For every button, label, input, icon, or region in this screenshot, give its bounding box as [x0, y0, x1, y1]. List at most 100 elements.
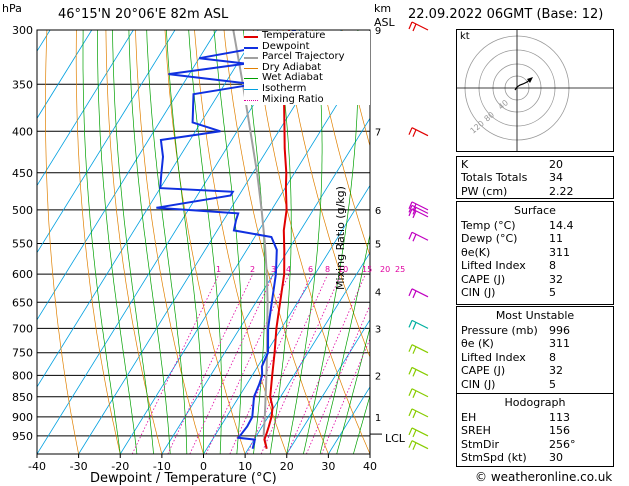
x-tick-label: 10 — [238, 460, 252, 473]
row-value: 8 — [549, 259, 556, 273]
km-tick-label: 2 — [375, 371, 381, 382]
mixing-ratio-label: 1 — [216, 265, 222, 274]
mixing-ratio-label: 4 — [286, 265, 292, 274]
km-tick-label: 4 — [375, 287, 381, 298]
table-row: StmDir 256° — [461, 438, 609, 451]
wind-barb — [411, 440, 429, 450]
wet-adiabat-line — [352, 394, 370, 454]
wind-barb-flag — [408, 201, 413, 210]
wind-barb-flag — [412, 410, 417, 419]
table-row: Dewp (°C) 11 — [461, 232, 609, 245]
legend-item: Dry Adiabat — [244, 62, 370, 74]
table-row: Temp (°C) 14.4 — [461, 219, 609, 232]
dry-adiabat-line — [105, 30, 163, 454]
mixing-ratio-label: 2 — [250, 265, 256, 274]
legend-item: Parcel Trajectory — [244, 52, 370, 63]
row-value: 311 — [549, 245, 570, 259]
wind-barb-flag — [412, 322, 417, 330]
wind-barb-flag — [408, 232, 413, 240]
legend-swatch — [244, 36, 258, 38]
hodograph-ring-label: 40 — [497, 98, 511, 111]
row-value: 8 — [549, 350, 556, 364]
x-tick-label: -40 — [28, 460, 46, 473]
wind-barb-flag — [408, 388, 413, 397]
row-label: CAPE (J) — [461, 272, 506, 286]
km-tick-label: 1 — [375, 413, 381, 424]
pressure-tick-label: 900 — [12, 411, 33, 424]
wind-barb-flag — [412, 290, 417, 299]
wind-barb — [411, 204, 429, 214]
km-tick-label: 6 — [375, 206, 381, 217]
legend-swatch — [244, 46, 258, 49]
row-value: 32 — [549, 272, 563, 286]
wet-adiabat-line — [166, 30, 204, 454]
wind-barb-flag — [408, 367, 413, 375]
table-row: StmSpd (kt) 30 — [461, 451, 609, 464]
wind-barb-flag — [408, 208, 413, 217]
row-label: Lifted Index — [461, 259, 526, 273]
dry-adiabat-line — [45, 30, 79, 454]
wind-barb-flag — [408, 127, 413, 135]
dry-adiabat-line — [282, 30, 370, 359]
mixing-ratio-label: 3 — [271, 265, 277, 274]
wet-adiabat-line — [82, 30, 121, 454]
table-row: Lifted Index 8 — [461, 259, 609, 272]
row-value: 5 — [549, 377, 556, 391]
wet-adiabat-line — [112, 30, 154, 454]
row-value: 14.4 — [549, 219, 574, 232]
mixing-ratio-line — [167, 273, 254, 454]
wind-barb-flag — [412, 210, 417, 219]
km-tick-label: 9 — [375, 26, 381, 37]
asl-unit: ASL — [374, 16, 395, 29]
legend-item: Mixing Ratio — [244, 94, 370, 106]
hodograph-storm-arrow — [527, 77, 533, 83]
table-row: Totals Totals 34 — [461, 171, 609, 184]
isotherm-line — [161, 117, 370, 454]
mixing-ratio-line — [321, 337, 370, 454]
isotherm-line — [37, 30, 134, 187]
wet-adiabat-line — [286, 30, 323, 454]
pressure-tick-label: 700 — [12, 322, 33, 335]
legend-item: Dewpoint — [244, 41, 370, 53]
row-value: 156 — [549, 424, 570, 438]
legend-label: Parcel Trajectory — [262, 51, 345, 63]
km-tick-label: 3 — [375, 324, 381, 335]
row-label: K — [461, 158, 469, 171]
isotherm-line — [244, 251, 370, 454]
wind-barb-flag — [412, 207, 417, 215]
wind-barb — [411, 344, 429, 354]
pressure-tick-label: 850 — [12, 391, 33, 404]
mixing-ratio-label: 25 — [395, 265, 406, 274]
wet-adiabat-line — [97, 30, 138, 454]
hodograph-panel: 120 80 40 kt — [456, 29, 614, 152]
indices-panel: K 20 Totals Totals 34 PW (cm) 2.22 — [456, 156, 614, 199]
dry-adiabat-line — [135, 30, 204, 454]
legend-swatch — [244, 78, 258, 80]
mixing-ratio-label: 15 — [362, 265, 373, 274]
wet-adiabat-line — [243, 30, 266, 454]
legend-swatch — [244, 88, 258, 90]
row-label: StmDir — [461, 437, 500, 451]
table-row: EH 113 — [461, 411, 609, 424]
x-tick-label: 40 — [363, 460, 377, 473]
km-unit: km — [374, 2, 392, 15]
table-row: Lifted Index 8 — [461, 351, 609, 364]
wind-barb-flag — [412, 129, 417, 137]
hodograph-ring-label: 120 — [469, 119, 486, 136]
wind-barb-flag — [412, 442, 417, 450]
mixing-ratio-label: 10 — [338, 265, 349, 274]
row-label: CIN (J) — [461, 377, 496, 391]
chart-legend: Temperature Dewpoint Parcel Trajectory Dry … — [244, 30, 370, 106]
wet-adiabat-line — [269, 30, 292, 454]
most-unstable-panel: Most Unstable Pressure (mb) 996 θe (K) 311 L… — [456, 306, 614, 394]
wet-adiabat-line — [336, 326, 370, 454]
row-value: 32 — [549, 364, 563, 378]
row-label: Totals Totals — [461, 171, 528, 185]
hodograph-table-panel: Hodograph EH 113 SREH 156 StmDir 256° StmSpd (… — [456, 393, 614, 467]
wind-barb-flag — [412, 390, 417, 399]
wet-adiabat-line — [303, 30, 359, 454]
wind-barb — [411, 319, 429, 329]
pressure-tick-label: 400 — [12, 125, 33, 138]
isotherm-line — [37, 30, 93, 120]
